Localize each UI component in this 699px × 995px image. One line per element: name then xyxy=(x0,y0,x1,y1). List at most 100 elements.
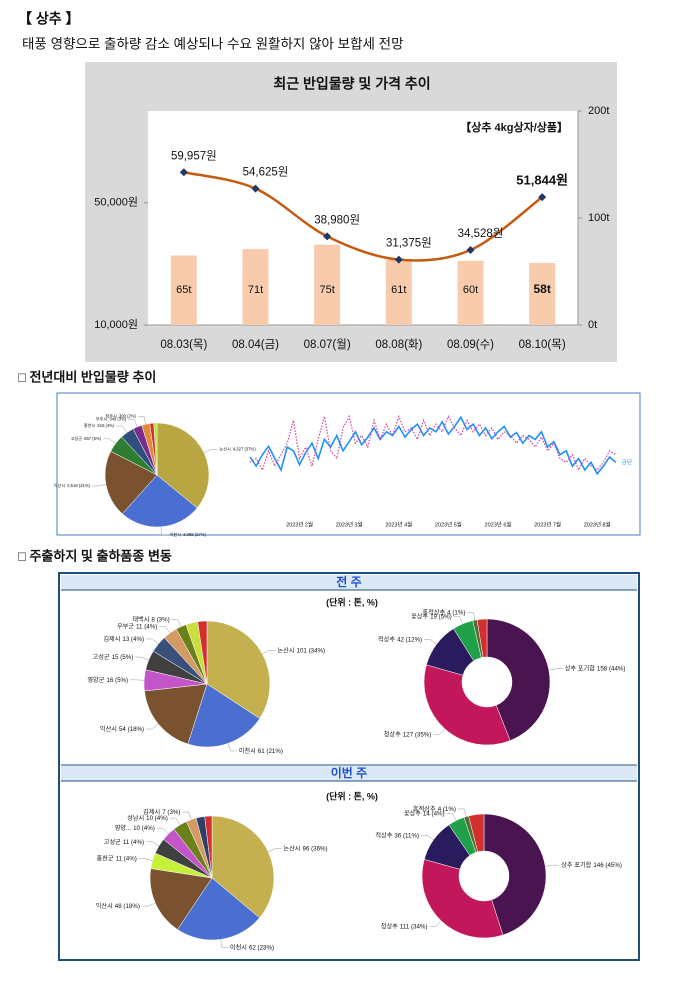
x-tick-label: 2023년 7월 xyxy=(534,520,561,528)
slice-value: 3,088 (27%) xyxy=(183,532,206,537)
leader-line xyxy=(156,827,169,835)
leader-line xyxy=(424,639,437,645)
slice-label: 익산시 2,518 (21%) xyxy=(54,482,91,489)
leader-line xyxy=(429,920,442,927)
price-label: 51,844원 xyxy=(516,173,568,188)
slice-label: 고성군 11 (4%) xyxy=(104,837,144,845)
bar xyxy=(457,260,484,325)
section-title: □ 주출하지 및 출하품종 변동 xyxy=(18,548,172,563)
leader-line xyxy=(116,425,128,433)
slice-label: 논산시 4,327 (37%) xyxy=(219,445,256,451)
slice-category: 고성군 xyxy=(71,435,83,441)
leader-line xyxy=(146,723,159,730)
slice-value: 10 (4%) xyxy=(133,825,155,832)
slice-value: 101 (34%) xyxy=(297,647,326,654)
slice-label: 무부군 11 (4%) xyxy=(117,623,157,630)
slice xyxy=(476,618,488,658)
leader-line xyxy=(182,811,192,820)
slice xyxy=(486,618,551,741)
x-tick-label: 08.04(금) xyxy=(232,339,279,351)
y-tick-label: 10,000원 xyxy=(94,318,138,331)
leader-line xyxy=(160,526,168,536)
bar xyxy=(385,259,412,325)
x-tick-label: 08.03(목) xyxy=(160,338,207,351)
slice-value: 10 (4%) xyxy=(146,815,168,822)
leader-line xyxy=(171,619,182,627)
slice-label: 고성군 667 (6%) xyxy=(71,435,102,441)
slice-category: 익산시 xyxy=(100,725,117,733)
bar-label: 58t xyxy=(533,282,550,296)
slice xyxy=(153,422,158,476)
slice-value: 48 (18%) xyxy=(115,903,140,910)
slice-label: 홍천군 11 (4%) xyxy=(96,854,136,862)
slice-value: 349 (3%) xyxy=(109,417,127,422)
slice-label: 홍천시 516 (4%) xyxy=(84,422,115,428)
slice-label: 이천시 62 (23%) xyxy=(230,943,274,951)
slice-category: 청상추 xyxy=(381,922,398,930)
slice-category: 흑적상추 xyxy=(413,805,436,813)
slice-value: 111 (34%) xyxy=(400,923,428,930)
leader-line xyxy=(453,616,464,624)
slice-category: 꽃상추 xyxy=(411,612,428,620)
leader-line xyxy=(128,419,138,427)
bar-label: 75t xyxy=(320,284,335,296)
leader-line xyxy=(146,841,160,847)
slice-category: 익산시 xyxy=(96,902,113,910)
leader-line xyxy=(446,813,457,821)
plot-area xyxy=(148,111,578,325)
price-label: 31,375원 xyxy=(386,236,432,250)
slice-value: 11 (4%) xyxy=(136,623,157,630)
leader-line xyxy=(138,858,153,861)
price-label: 54,625원 xyxy=(243,165,289,179)
price-line xyxy=(183,171,543,262)
slice-label: 상추 포기합 158 (44%) xyxy=(565,664,626,672)
slice-value: 11 (4%) xyxy=(116,855,137,862)
slice xyxy=(197,620,208,685)
price-marker xyxy=(251,184,260,193)
slice-value: 19 (5%) xyxy=(430,613,452,620)
leader-line xyxy=(159,626,171,634)
leader-line xyxy=(135,656,149,661)
x-tick-label: 08.07(월) xyxy=(304,338,351,351)
unit-label: (단위 : 톤, %) xyxy=(326,790,378,801)
y2-tick-label: 200t xyxy=(588,105,609,117)
slice-label: 김제시 13 (4%) xyxy=(103,635,144,643)
panel-header xyxy=(61,575,637,590)
slice-category: 김제시 xyxy=(103,635,120,643)
slice-value: 54 (18%) xyxy=(119,726,144,733)
slice-value: 11 (4%) xyxy=(123,838,144,845)
price-label: 59,957원 xyxy=(171,148,217,162)
slice-label: 이천시 3,088 (27%) xyxy=(170,531,207,538)
x-tick-label: 2023년 4월 xyxy=(385,520,412,528)
slice-category: 고성군 xyxy=(104,837,121,845)
slice xyxy=(156,422,210,509)
slice-value: 158 (44%) xyxy=(597,665,626,672)
bar xyxy=(314,244,341,325)
slice-category: 이천시 xyxy=(170,531,182,538)
price-marker xyxy=(179,168,188,177)
slice-value: 300 (2%) xyxy=(119,414,137,419)
price-marker xyxy=(394,255,403,264)
annotation: 【상추 4kg상자/상품】 xyxy=(460,120,568,134)
leader-line xyxy=(137,416,146,425)
slice-category: 논산시 xyxy=(277,646,294,654)
slice xyxy=(468,813,485,853)
slice-category: 적상추 xyxy=(375,831,392,839)
leader-line xyxy=(203,449,218,454)
legend-label: 금년 xyxy=(622,458,632,466)
x-tick-label: 08.08(화) xyxy=(375,338,422,351)
slice-label: 논산시 101 (34%) xyxy=(277,646,325,654)
slice-value: 127 (35%) xyxy=(403,731,432,738)
leader-line xyxy=(220,939,228,948)
slice-category: 꽃상추 xyxy=(404,809,421,817)
slice-category: 이천시 xyxy=(239,747,256,755)
slice-category: 적상추 xyxy=(378,635,395,643)
x-tick-label: 08.10(목) xyxy=(519,338,566,351)
slice xyxy=(421,859,504,939)
slice-value: 96 (36%) xyxy=(303,845,328,852)
slice-category: 홍천시 xyxy=(84,422,96,428)
slice-label: 익산시 54 (18%) xyxy=(100,725,144,733)
leader-line xyxy=(545,864,560,867)
price-marker xyxy=(466,246,475,255)
slice-label: 적상추 36 (11%) xyxy=(375,831,419,839)
